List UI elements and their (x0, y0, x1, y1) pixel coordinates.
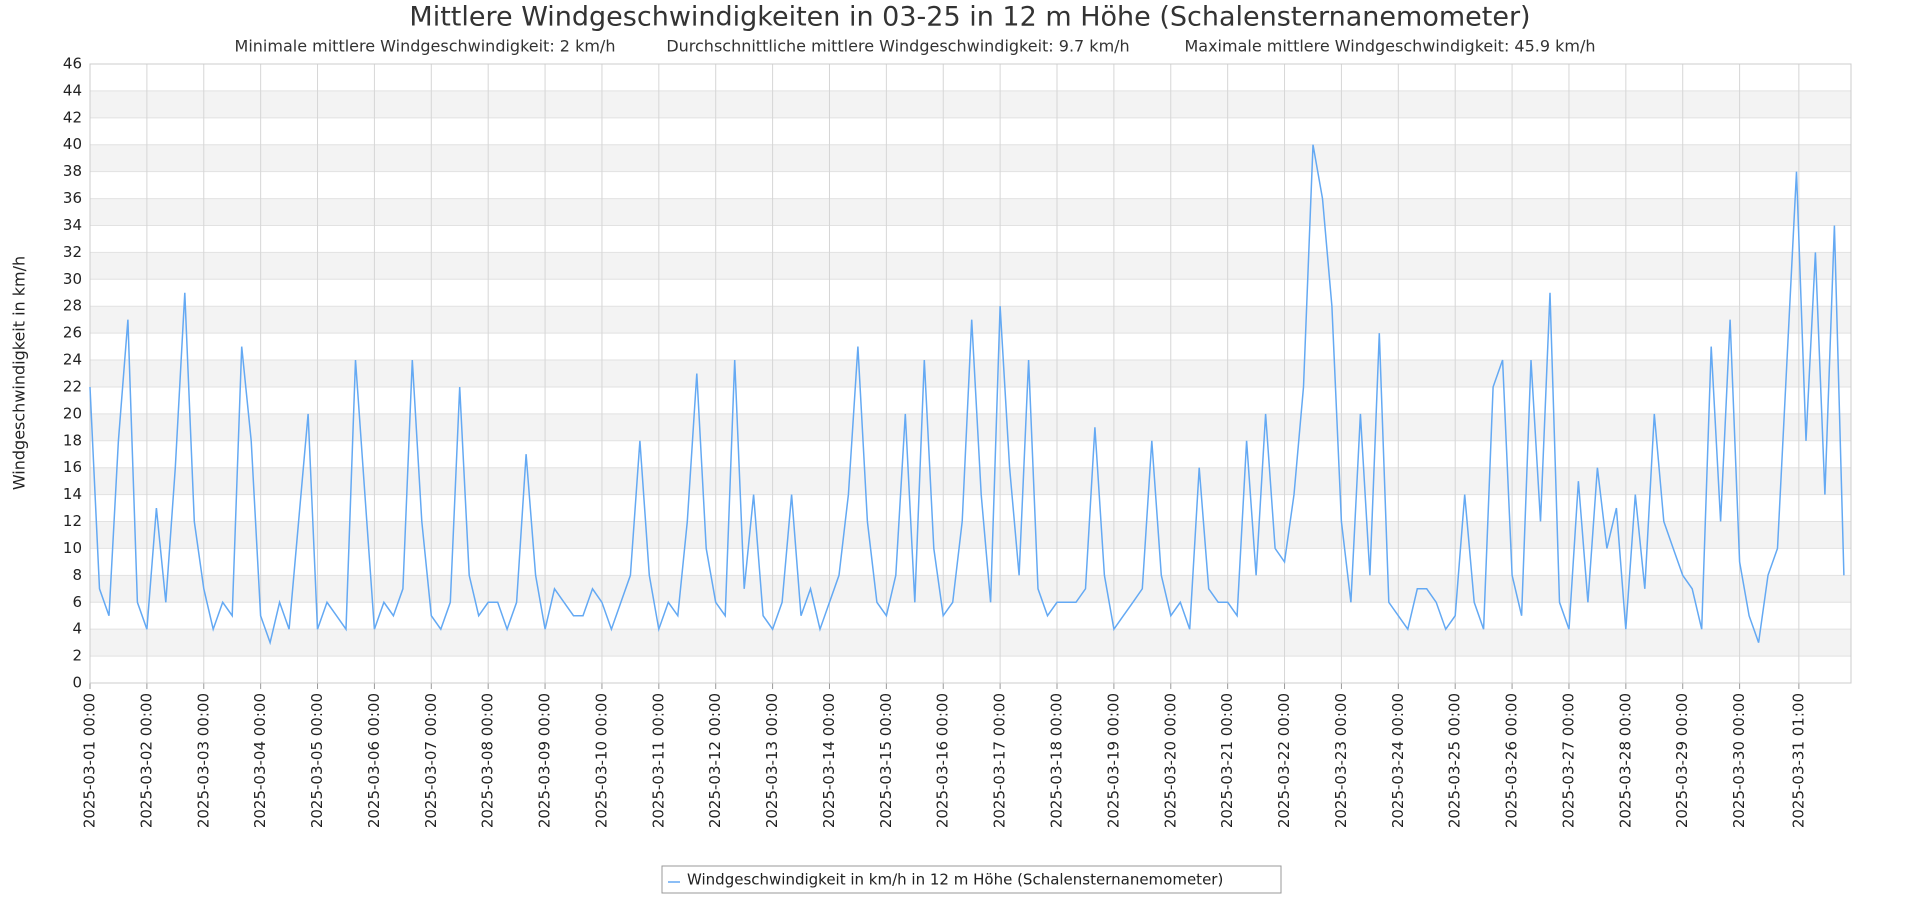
y-tick-label: 46 (63, 55, 82, 73)
legend-box (661, 865, 1282, 894)
grid-band (90, 306, 1851, 334)
y-tick-label: 26 (63, 324, 82, 342)
grid-band (90, 360, 1851, 387)
x-tick-label: 2025-03-17 00:00 (991, 693, 1009, 828)
legend: Windgeschwindigkeit in km/h in 12 m Höhe… (661, 865, 1282, 894)
x-tick-label: 2025-03-05 00:00 (308, 693, 326, 828)
y-tick-label: 2 (72, 647, 82, 665)
grid-band (90, 413, 1851, 441)
x-tick-label: 2025-03-18 00:00 (1048, 693, 1066, 828)
y-tick-label: 14 (63, 485, 82, 503)
y-tick-label: 34 (63, 216, 82, 234)
y-tick-label: 4 (72, 620, 82, 638)
x-tick-label: 2025-03-02 00:00 (137, 693, 155, 828)
x-tick-label: 2025-03-08 00:00 (479, 693, 497, 828)
x-tick-label: 2025-03-04 00:00 (251, 693, 269, 828)
x-tick-label: 2025-03-29 00:00 (1673, 693, 1691, 828)
x-tick-label: 2025-03-15 00:00 (877, 693, 895, 828)
grid-band (90, 575, 1851, 603)
x-tick-label: 2025-03-01 00:00 (81, 693, 99, 828)
y-tick-label: 32 (63, 243, 82, 261)
x-tick-label: 2025-03-31 01:00 (1789, 693, 1807, 828)
y-tick-label: 28 (63, 297, 82, 315)
x-tick-label: 2025-03-28 00:00 (1616, 693, 1634, 828)
grid-band (90, 198, 1851, 226)
y-tick-label: 42 (63, 108, 82, 126)
y-tick-label: 6 (72, 593, 82, 611)
line (89, 144, 1845, 646)
y-tick-label: 38 (63, 162, 82, 180)
y-tick-label: 16 (63, 458, 82, 476)
x-tick-label: 2025-03-03 00:00 (194, 693, 212, 828)
y-tick-label: 30 (63, 270, 82, 288)
x-tick-label: 2025-03-27 00:00 (1559, 693, 1577, 828)
x-tick-label: 2025-03-25 00:00 (1446, 693, 1464, 828)
y-tick-label: 22 (63, 377, 82, 395)
x-tick-label: 2025-03-14 00:00 (820, 693, 838, 828)
y-tick-label: 8 (72, 566, 82, 584)
x-tick-label: 2025-03-16 00:00 (934, 693, 952, 828)
x-tick-label: 2025-03-22 00:00 (1275, 693, 1293, 828)
y-tick-label: 20 (63, 404, 82, 422)
x-tick-label: 2025-03-30 00:00 (1730, 693, 1748, 828)
subtitle: Maximale mittlere Windgeschwindigkeit: 4… (1184, 37, 1595, 56)
x-tick-label: 2025-03-13 00:00 (763, 693, 781, 828)
y-tick-label: 36 (63, 189, 82, 207)
grid-band (90, 629, 1851, 657)
subtitle: Minimale mittlere Windgeschwindigkeit: 2… (235, 37, 616, 56)
x-tick-label: 2025-03-06 00:00 (365, 693, 383, 828)
y-tick-label: 40 (63, 135, 82, 153)
y-tick-label: 0 (72, 674, 82, 692)
subtitle: Durchschnittliche mittlere Windgeschwind… (666, 37, 1129, 56)
y-axis-label: Windgeschwindigkeit in km/h (10, 256, 29, 490)
y-tick-label: 12 (63, 512, 82, 530)
x-tick-label: 2025-03-20 00:00 (1161, 693, 1179, 828)
grid-band (90, 252, 1851, 280)
grid-band (90, 467, 1851, 495)
x-tick-label: 2025-03-26 00:00 (1503, 693, 1521, 828)
x-tick-label: 2025-03-21 00:00 (1218, 693, 1236, 828)
legend-label: Windgeschwindigkeit in km/h in 12 m Höhe… (687, 871, 1223, 889)
x-tick-label: 2025-03-12 00:00 (706, 693, 724, 828)
chart-title: Mittlere Windgeschwindigkeiten in 03-25 … (409, 2, 1530, 33)
grid-band (90, 90, 1851, 118)
y-tick-label: 10 (63, 539, 82, 557)
x-tick-label: 2025-03-19 00:00 (1104, 693, 1122, 828)
grid-band (90, 144, 1851, 172)
x-tick-label: 2025-03-07 00:00 (422, 693, 440, 828)
x-tick-label: 2025-03-09 00:00 (536, 693, 554, 828)
x-tick-label: 2025-03-23 00:00 (1332, 693, 1350, 828)
x-tick-label: 2025-03-11 00:00 (649, 693, 667, 828)
plot-border (89, 63, 1852, 684)
y-tick-label: 24 (63, 351, 82, 369)
y-tick-label: 44 (63, 81, 82, 99)
grid-band (90, 521, 1851, 549)
x-tick-label: 2025-03-10 00:00 (592, 693, 610, 828)
x-tick-label: 2025-03-24 00:00 (1389, 693, 1407, 828)
y-tick-label: 18 (63, 431, 82, 449)
